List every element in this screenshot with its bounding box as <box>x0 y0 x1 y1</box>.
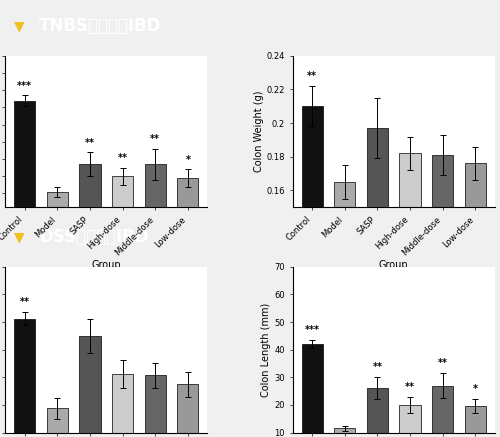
X-axis label: Group: Group <box>379 260 408 270</box>
Bar <box>112 374 133 433</box>
Bar <box>465 163 486 207</box>
Bar <box>465 406 486 433</box>
Text: DSS诱导小鼠IBD: DSS诱导小鼠IBD <box>40 228 149 246</box>
Bar <box>46 409 68 433</box>
Bar <box>334 182 355 207</box>
Text: **: ** <box>118 153 128 163</box>
Bar <box>367 388 388 433</box>
Bar <box>400 153 420 207</box>
Bar <box>112 176 133 207</box>
Text: **: ** <box>438 358 448 368</box>
Text: ▼: ▼ <box>14 230 25 244</box>
Bar <box>178 178 199 207</box>
Text: **: ** <box>372 362 382 372</box>
Bar <box>178 384 199 433</box>
Bar <box>400 405 420 433</box>
Text: ***: *** <box>17 81 32 91</box>
Bar <box>367 128 388 207</box>
Bar <box>14 101 35 207</box>
Text: *: * <box>473 385 478 395</box>
Bar <box>432 385 454 433</box>
Bar <box>144 164 166 207</box>
Bar <box>144 375 166 433</box>
Bar <box>432 155 454 207</box>
Bar <box>302 344 322 433</box>
Bar <box>46 192 68 207</box>
Text: **: ** <box>20 297 30 307</box>
Text: **: ** <box>85 138 95 148</box>
Bar <box>334 429 355 433</box>
Y-axis label: Colon Length (mm): Colon Length (mm) <box>262 302 272 397</box>
Y-axis label: Colon Weight (g): Colon Weight (g) <box>254 91 264 172</box>
Text: *: * <box>186 155 190 165</box>
Text: TNBS诱导大鼠IBD: TNBS诱导大鼠IBD <box>40 17 162 35</box>
Text: **: ** <box>150 134 160 144</box>
Text: ***: *** <box>304 325 320 335</box>
Bar <box>302 106 322 207</box>
Text: ▼: ▼ <box>14 19 25 33</box>
X-axis label: Group: Group <box>92 260 121 270</box>
Bar <box>80 164 100 207</box>
Bar <box>80 336 100 433</box>
Text: **: ** <box>405 382 415 392</box>
Text: **: ** <box>307 72 317 81</box>
Bar <box>14 319 35 433</box>
